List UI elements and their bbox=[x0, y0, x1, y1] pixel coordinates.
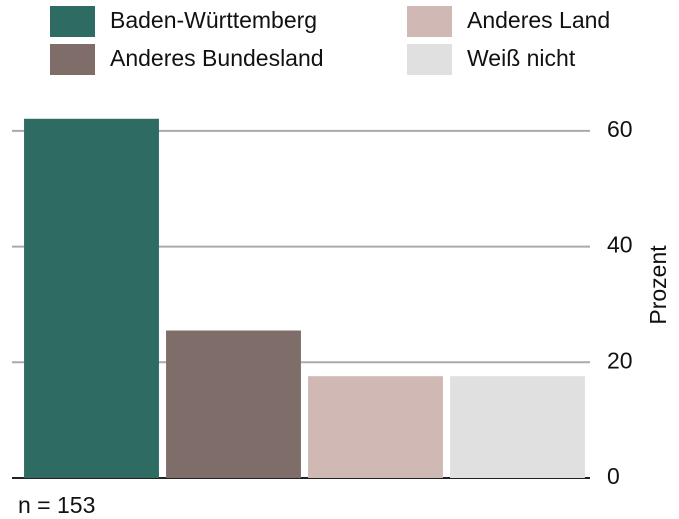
bar bbox=[24, 118, 159, 478]
bar bbox=[166, 330, 301, 478]
legend-swatch bbox=[407, 6, 452, 37]
legend-swatch bbox=[50, 6, 95, 37]
legend-label: Anderes Bundesland bbox=[110, 45, 324, 71]
caption: n = 153 bbox=[18, 492, 95, 518]
y-axis-title: Prozent bbox=[645, 245, 671, 325]
y-tick-label: 60 bbox=[607, 116, 633, 142]
legend-label: Baden-Württemberg bbox=[110, 7, 317, 33]
y-tick-label: 0 bbox=[607, 463, 620, 489]
bar bbox=[308, 376, 443, 478]
bar bbox=[450, 376, 585, 478]
legend-label: Anderes Land bbox=[467, 7, 610, 33]
legend-swatch bbox=[407, 44, 452, 75]
y-tick-label: 40 bbox=[607, 232, 633, 258]
legend-label: Weiß nicht bbox=[467, 45, 576, 71]
y-tick-label: 20 bbox=[607, 347, 633, 373]
legend-swatch bbox=[50, 44, 95, 75]
